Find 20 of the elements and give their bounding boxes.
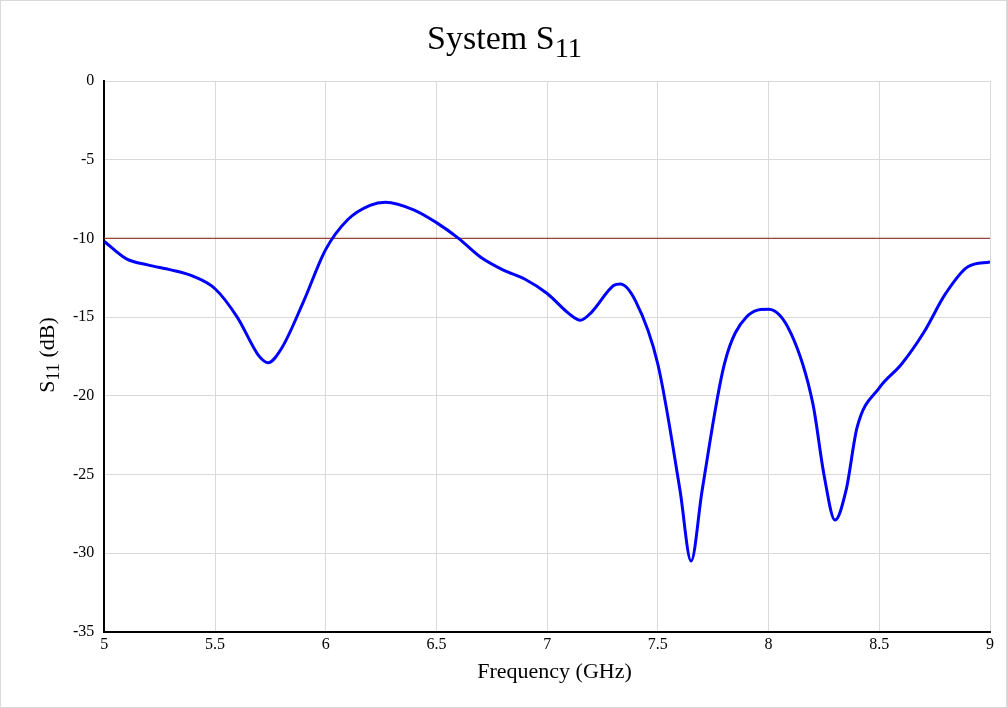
y-tick-label: -30 [73, 543, 95, 561]
x-tick-label: 6 [321, 634, 330, 652]
x-tick-label: 7.5 [647, 634, 668, 652]
y-tick-label: -25 [73, 464, 95, 482]
y-tick-label: -20 [73, 385, 95, 403]
y-tick-label: -15 [73, 307, 95, 325]
x-tick-label: 9 [986, 634, 994, 652]
x-tick-label: 5 [100, 634, 109, 652]
x-tick-label: 5.5 [205, 634, 226, 652]
x-tick-label: 8 [764, 634, 773, 652]
line-series [104, 200, 990, 563]
x-tick-label: 8.5 [869, 634, 890, 652]
y-tick-label: -10 [73, 228, 95, 246]
x-tick-label: 7 [543, 634, 552, 652]
x-tick-label: 6.5 [426, 634, 447, 652]
y-tick-label: -35 [73, 622, 95, 639]
x-axis-title: Frequency (GHz) [476, 658, 633, 684]
y-tick-label: 0 [86, 71, 95, 89]
y-tick-label: -5 [81, 149, 95, 167]
chart-title: System S$_{11}$ [426, 19, 583, 64]
